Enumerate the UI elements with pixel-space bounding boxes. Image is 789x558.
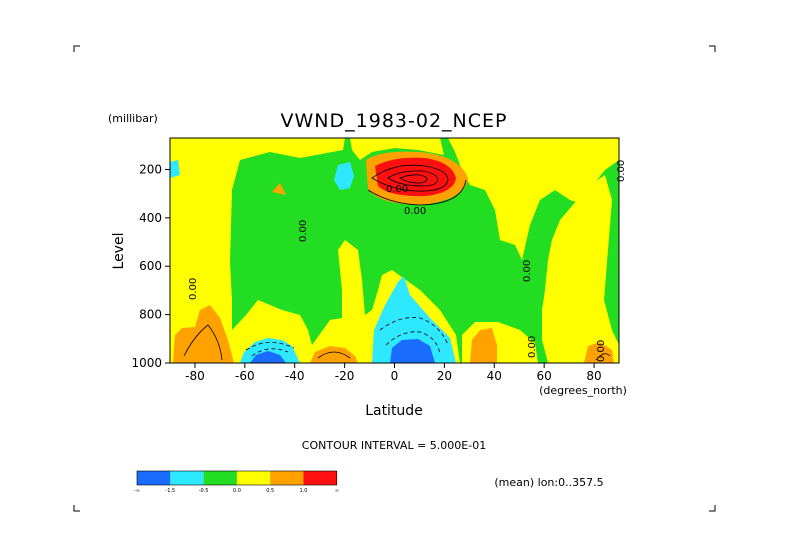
y-tick-label: 400 xyxy=(139,211,162,225)
colorbar-label: 0.5 xyxy=(266,488,274,494)
x-axis: -80 -60 -40 -20 0 20 40 60 80 xyxy=(185,363,602,383)
contour-label: 0.00 xyxy=(386,184,408,195)
colorbar-swatch xyxy=(203,471,237,485)
colorbar-swatch xyxy=(236,471,271,485)
x-tick-label: 60 xyxy=(537,369,552,383)
colorbar: -∞ -1.5 -0.5 0.0 0.5 1.0 ∞ xyxy=(134,470,339,494)
y-tick-label: 1000 xyxy=(131,356,162,370)
contour-label: 0.00 xyxy=(188,278,199,300)
y-tick-label: 200 xyxy=(139,162,162,176)
corner-marks xyxy=(73,45,716,512)
colorbar-swatch xyxy=(170,471,204,485)
colorbar-label: ∞ xyxy=(335,488,339,494)
x-tick-label: 0 xyxy=(391,369,399,383)
contour-label: 0.00 xyxy=(527,336,538,358)
contour-label: 0.00 xyxy=(596,340,607,362)
y-axis-title: Level xyxy=(111,233,127,270)
field-band-min xyxy=(250,339,435,363)
y-tick-label: 600 xyxy=(139,259,162,273)
x-tick-label: -60 xyxy=(235,369,255,383)
contour-label: 0.00 xyxy=(522,260,533,282)
plot-area: 0.00 0.00 0.00 0.00 0.00 0.00 0.00 0.00 xyxy=(169,137,627,364)
contour-value-labels: 0.00 0.00 0.00 0.00 0.00 0.00 0.00 0.00 xyxy=(188,160,627,362)
x-tick-label: 40 xyxy=(487,369,502,383)
colorbar-swatch xyxy=(270,471,304,485)
x-axis-title: Latitude xyxy=(365,403,423,419)
colorbar-frame xyxy=(136,470,338,486)
colorbar-swatch xyxy=(303,471,337,485)
mean-longitude-label: (mean) lon:0..357.5 xyxy=(494,476,603,489)
x-tick-label: -40 xyxy=(285,369,305,383)
x-tick-label: 20 xyxy=(437,369,452,383)
colorbar-label: -0.5 xyxy=(199,488,209,494)
x-unit-label: (degrees_north) xyxy=(539,384,627,397)
colorbar-swatch xyxy=(137,471,171,485)
x-tick-label: 80 xyxy=(586,369,601,383)
y-tick-label: 800 xyxy=(139,308,162,322)
colorbar-label: 1.0 xyxy=(300,488,308,494)
colorbar-label: 0.0 xyxy=(233,488,241,494)
contour-interval-label: CONTOUR INTERVAL = 5.000E-01 xyxy=(302,439,486,452)
contour-label: 0.00 xyxy=(298,220,309,242)
y-axis: 200 400 600 800 1000 xyxy=(131,162,170,370)
chart-title: VWND_1983-02_NCEP xyxy=(281,110,508,132)
y-unit-label: (millibar) xyxy=(108,112,158,125)
colorbar-label: -∞ xyxy=(134,488,140,494)
x-tick-label: -80 xyxy=(185,369,205,383)
colorbar-label: -1.5 xyxy=(165,488,175,494)
contour-label: 0.00 xyxy=(616,160,627,182)
x-tick-label: -20 xyxy=(335,369,355,383)
contour-lines xyxy=(183,164,611,361)
contour-label: 0.00 xyxy=(404,206,426,217)
